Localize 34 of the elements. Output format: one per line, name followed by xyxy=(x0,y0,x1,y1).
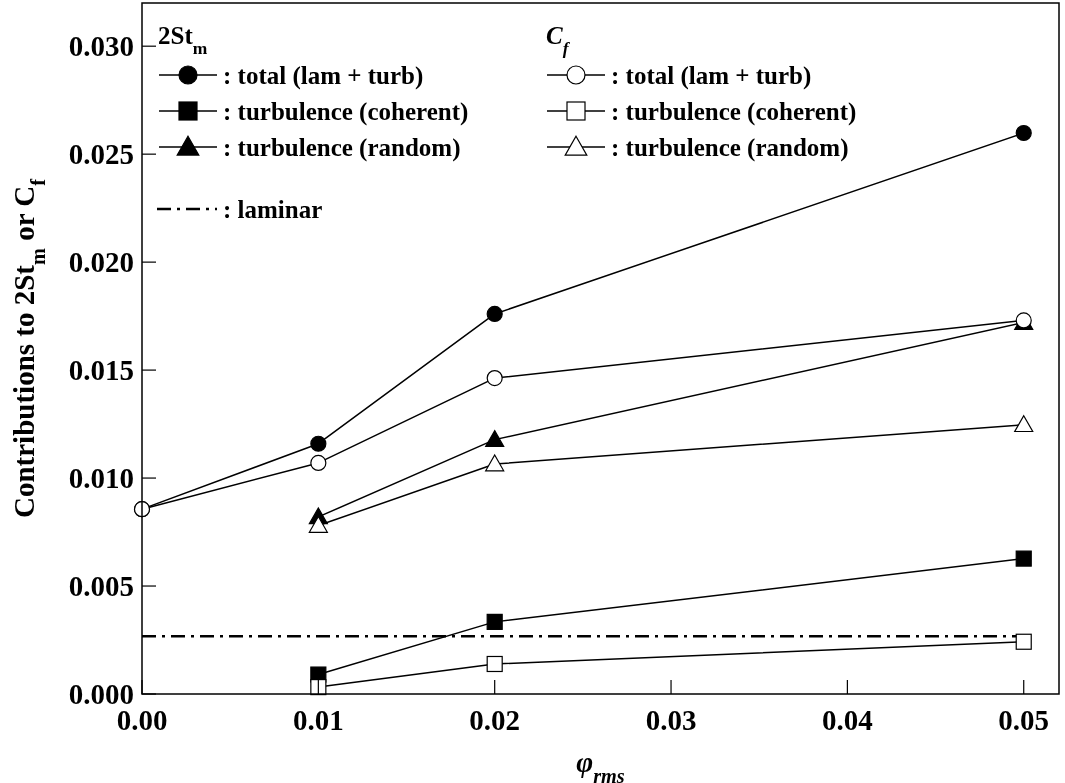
point xyxy=(1015,633,1032,650)
legend-title: 2St$_{m}$ xyxy=(158,22,208,58)
x-tick-label: 0.05 xyxy=(998,704,1050,736)
legend-label: : turbulence (random) xyxy=(223,134,461,162)
point xyxy=(486,369,503,387)
point xyxy=(1015,124,1032,142)
y-tick-label: 0.020 xyxy=(68,246,134,279)
x-tick-label: 0.01 xyxy=(292,704,344,736)
y-tick-label: 0.030 xyxy=(68,30,134,63)
point xyxy=(486,655,503,673)
annotation: C$_{f}$ xyxy=(546,22,571,58)
point xyxy=(486,305,503,323)
x-tick-label: 0.04 xyxy=(822,704,873,736)
point xyxy=(485,454,505,472)
point xyxy=(485,430,505,447)
legend-label: : turbulence (coherent) xyxy=(223,98,469,126)
legend-label: : laminar xyxy=(223,196,323,223)
x-tick-label: 0.02 xyxy=(469,704,521,736)
legend-label: : total (lam + turb) xyxy=(611,62,812,90)
legend-label: : total (lam + turb) xyxy=(223,62,424,90)
x-tick-label: 0.03 xyxy=(645,704,697,736)
point xyxy=(308,515,328,533)
point xyxy=(310,454,327,472)
point xyxy=(1014,415,1034,433)
point xyxy=(486,613,503,630)
y-tick-label: 0.025 xyxy=(68,138,134,171)
legend-label: : turbulence (coherent) xyxy=(611,98,857,126)
y-tick-label: 0.010 xyxy=(68,462,134,495)
y-tick-label: 0.015 xyxy=(68,354,134,387)
x-axis-title: φ$_{rms}$ xyxy=(576,746,625,783)
y-tick-label: 0.005 xyxy=(68,570,134,603)
legend-label: : turbulence (random) xyxy=(611,134,849,162)
point xyxy=(1015,550,1032,567)
point xyxy=(310,435,327,452)
